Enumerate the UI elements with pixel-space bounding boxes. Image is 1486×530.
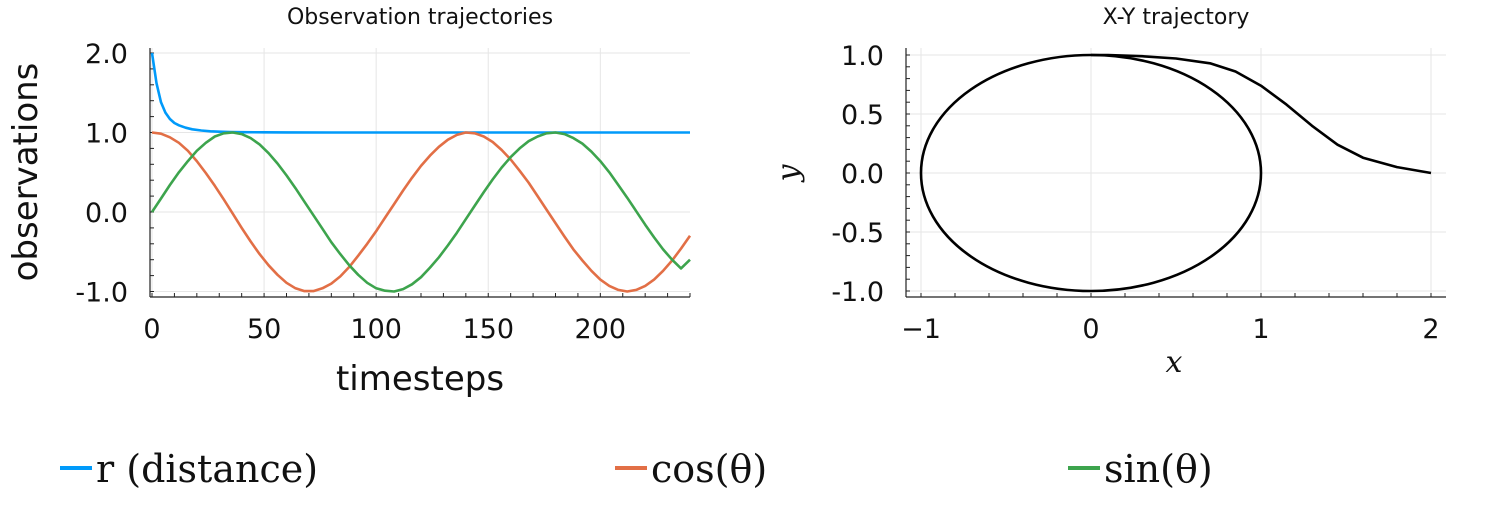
trajectory-approach-line: [1091, 53, 1432, 175]
x-tick-label: 200: [575, 314, 627, 345]
legend-label: r (distance): [96, 447, 318, 491]
chart-title: Observation trajectories: [287, 5, 553, 30]
y-tick-label: 0.5: [841, 100, 884, 131]
y-tick-label: 0.0: [841, 159, 884, 190]
x-tick-label: 0: [143, 314, 160, 345]
x-tick-label: 2: [1422, 314, 1439, 345]
x-tick-label: 50: [247, 314, 281, 345]
x-tick-label: 100: [350, 314, 402, 345]
legend-label: sin(θ): [1104, 447, 1213, 491]
x-tick-label: 150: [462, 314, 514, 345]
y-tick-label: -1.0: [75, 278, 128, 309]
y-tick-label: -1.0: [831, 277, 884, 308]
chart-title: X-Y trajectory: [1103, 5, 1250, 30]
y-tick-label: 0.0: [85, 198, 128, 229]
grid: [906, 48, 1446, 297]
y-tick-label: 1.0: [841, 41, 884, 72]
x-tick-label: 1: [1252, 314, 1269, 345]
y-tick-label: 2.0: [85, 39, 128, 70]
legend-label: cos(θ): [651, 447, 767, 491]
y-axis-label: y: [771, 163, 806, 183]
series-line-r: [150, 52, 690, 134]
y-axis-label: observations: [6, 63, 46, 282]
x-axis-label: x: [1166, 345, 1183, 380]
x-tick-label: −1: [901, 314, 941, 345]
series-line-cos: [151, 131, 692, 293]
x-axis-label: timesteps: [336, 359, 504, 399]
y-tick-label: 1.0: [85, 119, 128, 150]
series-line-sin: [150, 131, 691, 293]
x-tick-label: 0: [1082, 314, 1099, 345]
y-tick-label: -0.5: [831, 218, 884, 249]
trajectory-orbit-line: [919, 53, 1263, 293]
